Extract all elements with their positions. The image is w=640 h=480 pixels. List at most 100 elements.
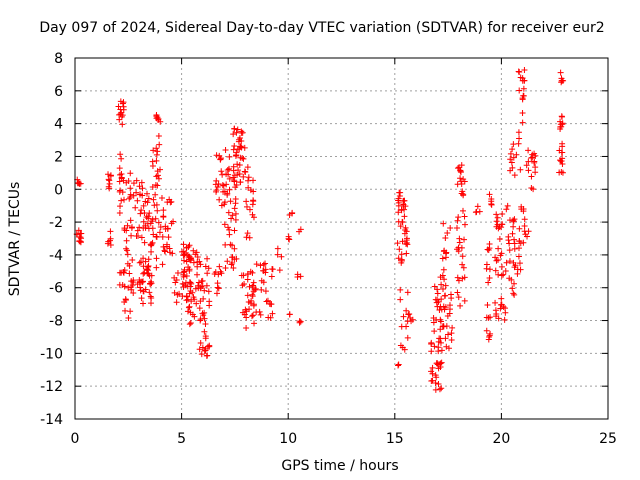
data-point [157,166,164,173]
data-point [206,342,213,349]
data-point [217,268,224,275]
data-point [250,198,257,205]
data-point [485,336,492,343]
y-tick-label: 6 [54,84,63,100]
data-point [216,152,223,159]
x-tick-label: 10 [279,431,297,447]
data-point [432,379,439,386]
data-point [515,129,522,136]
data-point [244,230,251,237]
data-point [187,320,194,327]
data-point [456,235,463,242]
data-point [121,267,128,274]
data-point [458,181,465,188]
data-point [144,199,151,206]
data-point [221,221,228,228]
data-cluster [286,311,293,318]
data-point [186,303,193,310]
data-cluster [179,241,202,307]
data-point [509,285,516,292]
data-point [192,285,199,292]
data-point [226,186,233,193]
data-point [148,248,155,255]
data-point [140,255,147,262]
data-point [509,164,516,171]
x-tick-label: 20 [492,431,510,447]
data-point [458,244,465,251]
data-point [241,311,248,318]
data-point [149,184,156,191]
data-point [519,109,526,116]
data-point [150,196,157,203]
data-point [258,277,265,284]
data-point [515,253,522,260]
data-point [503,259,510,266]
data-point [142,258,149,265]
data-point [244,292,251,299]
data-point [502,268,509,275]
y-tick-label: 2 [54,149,63,165]
data-point [155,117,162,124]
data-point [223,171,230,178]
data-point [403,250,410,257]
data-point [486,275,493,282]
data-point [158,195,165,202]
data-point [507,156,514,163]
data-point [140,270,147,277]
data-point [121,225,128,232]
data-point [205,288,212,295]
data-point [155,132,162,139]
data-cluster [221,205,240,272]
data-point [120,99,127,106]
data-point [154,182,161,189]
data-point [174,291,181,298]
data-point [139,185,146,192]
data-point [245,299,252,306]
data-point [250,214,257,221]
data-point [493,257,500,264]
data-series [73,67,567,393]
data-point [194,271,201,278]
data-point [524,233,531,240]
data-point [146,289,153,296]
data-cluster [556,113,566,176]
data-point [510,141,517,148]
data-point [188,280,195,287]
data-cluster [515,203,528,273]
data-point [520,208,527,215]
data-point [458,190,465,197]
data-point [214,284,221,291]
data-point [221,188,228,195]
data-point [559,169,566,176]
data-point [558,79,565,86]
data-point [396,246,403,253]
x-tick-label: 15 [386,431,404,447]
data-point [106,185,113,192]
data-point [228,215,235,222]
data-cluster [492,202,513,323]
data-point [153,173,160,180]
data-point [179,293,186,300]
data-point [147,293,154,300]
data-point [441,276,448,283]
data-point [246,234,253,241]
data-point [224,166,231,173]
data-point [134,232,141,239]
data-point [454,289,461,296]
data-point [184,308,191,315]
data-point [253,261,260,268]
data-point [483,261,490,268]
data-point [130,289,137,296]
data-point [496,223,503,230]
data-point [461,213,468,220]
data-point [138,234,145,241]
data-point [196,305,203,312]
data-point [148,278,155,285]
data-point [433,299,440,306]
data-point [438,347,445,354]
chart-title: Day 097 of 2024, Sidereal Day-to-day VTE… [39,20,604,36]
data-point [152,181,159,188]
data-point [213,152,220,159]
data-point [123,237,130,244]
data-point [162,225,169,232]
